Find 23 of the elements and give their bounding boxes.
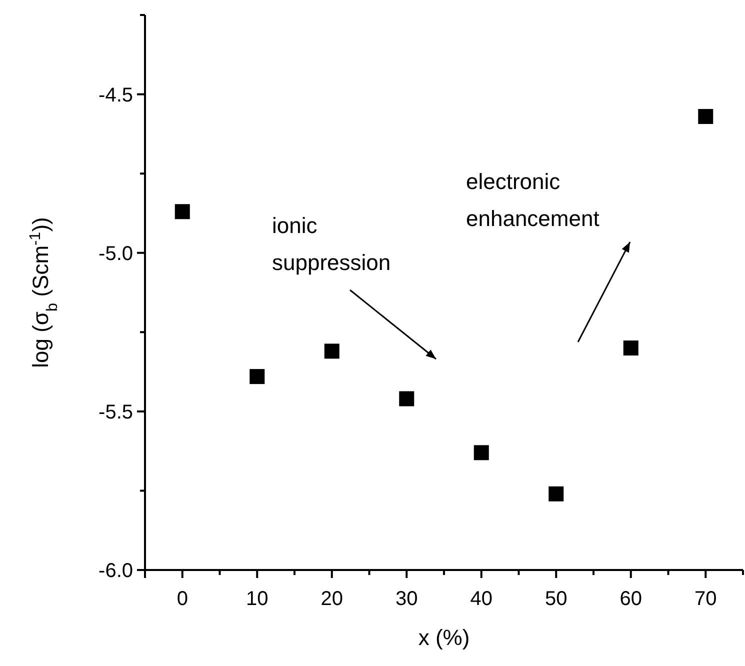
x-tick-label: 70 (694, 588, 717, 610)
point (698, 108, 714, 124)
point (548, 486, 564, 502)
point (399, 391, 414, 406)
point (250, 369, 265, 384)
y-tick-label: -5.5 (98, 401, 133, 424)
x-tick-label: 0 (176, 588, 188, 610)
point (174, 204, 190, 220)
y-tick-label: -6.0 (98, 560, 133, 582)
annotation: ionic suppression (272, 213, 391, 275)
y-tick-label: -4.5 (98, 84, 133, 106)
x-axis-title: x (%) (418, 625, 470, 650)
x-tick-label: 40 (470, 588, 492, 610)
point (623, 340, 638, 356)
x-tick-label: 20 (320, 588, 343, 610)
annotation: electronic enhancement (466, 169, 600, 231)
x-tick-label: 60 (620, 588, 642, 610)
x-tick-label: 50 (545, 588, 568, 610)
x-tick-label: 30 (396, 588, 418, 610)
x-tick-label: 10 (246, 588, 268, 610)
point (324, 344, 340, 359)
y-tick-label: -5.0 (98, 242, 133, 265)
point (474, 445, 489, 460)
